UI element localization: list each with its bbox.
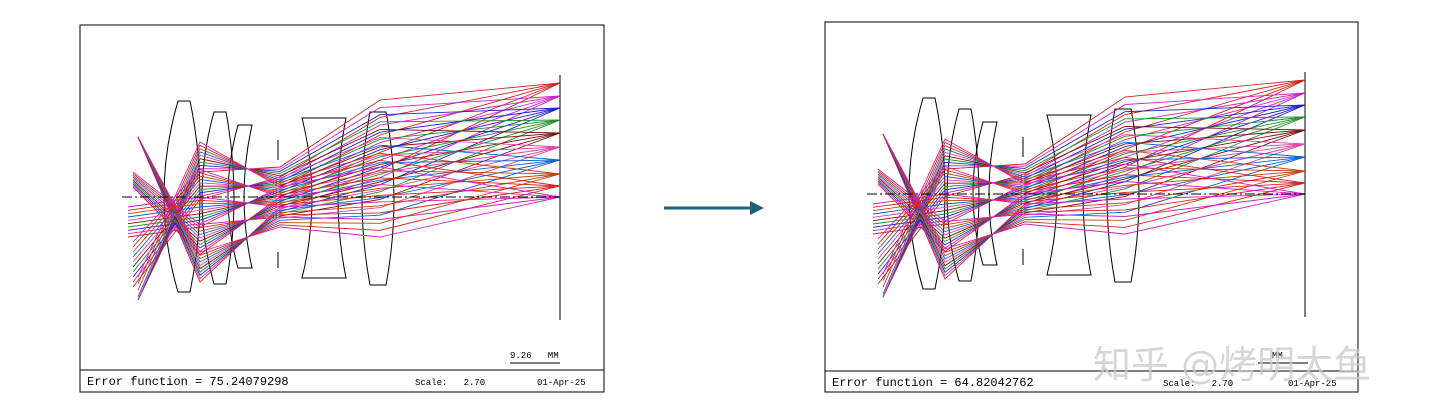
ray [137,107,561,277]
ray [132,107,561,249]
ray [137,136,561,260]
scale-text: Scale: 2.70 [415,378,485,388]
layout-panel: MM Error function = 64.82042762 Scale: 2… [824,21,1359,393]
ray [137,136,561,266]
ray [872,182,1306,208]
ray [132,146,561,239]
lens-element [972,121,998,266]
ray [882,133,1306,250]
ray [882,125,1306,298]
ray [132,132,561,242]
ray [877,169,1306,245]
panel-frame [79,24,605,393]
ray [882,133,1306,263]
ray [877,167,1306,250]
ray [882,141,1306,295]
ray [877,143,1306,236]
ray [132,95,561,252]
watermark: 知乎 @烤明太鱼 [1093,343,1371,387]
ray [882,133,1306,260]
ray [127,196,561,208]
arrow-head [750,201,764,215]
date: 01-Apr-25 [1288,379,1337,389]
ray [872,116,1306,225]
scale-bar-label: 9.26 MM [510,351,559,361]
ray [882,133,1306,257]
ray [877,129,1306,239]
ray [882,138,1306,275]
scale-bar-label: MM [1272,351,1283,361]
ray [877,168,1306,222]
ray [882,92,1306,298]
lens-element [227,124,253,269]
ray [137,141,561,278]
ray [877,116,1306,243]
panel-frame [824,21,1359,393]
ray [137,136,561,263]
ray [137,119,561,273]
error-function: Error function = 75.24079298 [87,375,289,389]
lens-element [946,108,980,282]
ray [882,104,1306,274]
ray [132,168,561,243]
ray [127,119,561,228]
ray [877,92,1306,249]
lens-layout [122,75,561,320]
arrow [664,201,764,215]
layout-panel: 9.26 MM Error function = 75.24079298 Sca… [79,24,605,393]
ray [137,136,561,253]
ray [137,95,561,301]
error-function: Error function = 64.82042762 [832,376,1034,390]
ray [132,119,561,246]
ray [137,128,561,301]
ray [132,171,561,225]
ray [877,104,1306,246]
ray [132,172,561,248]
date: 01-Apr-25 [537,378,586,388]
ray [137,136,561,256]
lens-layout [867,72,1306,317]
lens-element [201,111,235,285]
ray [872,193,1306,205]
ray [877,165,1306,240]
scale-text: Scale: 2.70 [1163,379,1233,389]
ray [882,133,1306,253]
ray [132,170,561,253]
ray [127,185,561,211]
ray [137,144,561,298]
ray [882,116,1306,270]
